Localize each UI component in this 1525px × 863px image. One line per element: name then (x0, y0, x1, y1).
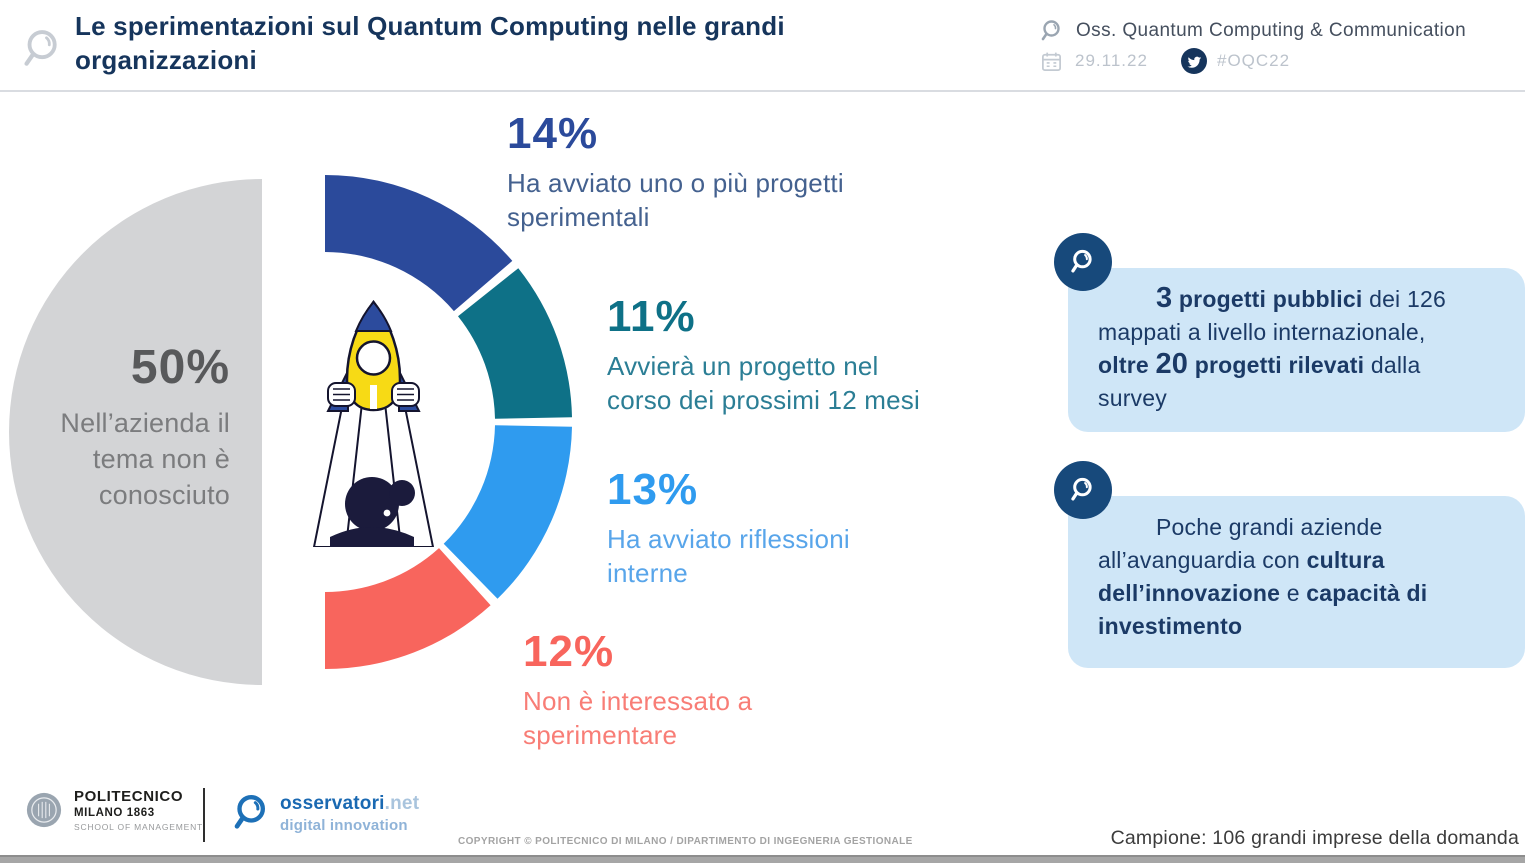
osservatori-brand: osservatori (280, 793, 385, 814)
magnifier-logo-icon (22, 28, 64, 70)
segment-pct-13: 13% (607, 465, 699, 514)
segment-pct-11: 11% (607, 292, 696, 341)
header-meta: Oss. Quantum Computing & Communication 2… (1040, 16, 1520, 76)
osservatori-brand-suffix: .net (384, 793, 420, 814)
date-hashtag-row: 29.11.22 #OQC22 (1040, 46, 1520, 76)
donut-segment-13 (443, 425, 572, 599)
hashtag-label: #OQC22 (1217, 51, 1291, 70)
magnifier-badge-icon (1054, 461, 1112, 519)
politecnico-logo: POLITECNICO MILANO 1863 SCHOOL OF MANAGE… (26, 788, 203, 832)
header-divider (0, 90, 1525, 92)
person-head (330, 477, 415, 547)
page-title: Le sperimentazioni sul Quantum Computing… (75, 11, 785, 75)
donut-segment-14 (325, 175, 513, 312)
donut-segment-12 (325, 548, 491, 669)
calendar-icon (1040, 50, 1063, 73)
callout-companies-text: Poche grandi aziende all’avanguardia con … (1098, 514, 1428, 639)
osservatori-tagline: digital innovation (280, 817, 408, 834)
rocket-illustration (312, 299, 435, 547)
osservatori-logo: osservatori.net digital innovation (232, 793, 419, 834)
segment-pct-50: 50% (130, 341, 230, 394)
bottom-bar (0, 855, 1525, 863)
segment-desc-14: Ha avviato uno o più progetti sperimenta… (507, 168, 844, 232)
politecnico-line2: MILANO 1863 (74, 807, 155, 819)
date-label: 29.11.22 (1075, 51, 1148, 70)
osservatori-wordmark: osservatori.net digital innovation (280, 793, 419, 834)
segment-label-11: 11% Avvierà un progetto nel corso dei pr… (607, 295, 920, 417)
politecnico-line1: POLITECNICO (74, 788, 184, 805)
segment-label-12: 12% Non è interessato a sperimentare (523, 630, 752, 752)
donut-segment-11 (458, 268, 572, 419)
callout-companies: Poche grandi aziende all’avanguardia con … (1054, 461, 1525, 668)
segment-label-50: 50% Nell’azienda il tema non è conosciut… (8, 340, 230, 513)
segment-desc-13: Ha avviato riflessioni interne (607, 524, 850, 588)
callout-projects: 3 progetti pubblici dei 126 mappati a liv… (1054, 233, 1525, 432)
osservatori-magnifier-icon (232, 793, 272, 833)
observatory-name: Oss. Quantum Computing & Communication (1076, 20, 1467, 41)
segment-label-14: 14% Ha avviato uno o più progetti sperim… (507, 112, 844, 234)
segment-desc-50: Nell’azienda il tema non è conosciuto (60, 408, 230, 510)
twitter-icon (1181, 48, 1207, 74)
sample-note: Campione: 106 grandi imprese della doman… (1110, 827, 1519, 849)
segment-desc-11: Avvierà un progetto nel corso dei prossi… (607, 351, 920, 415)
header: Le sperimentazioni sul Quantum Computing… (0, 0, 1525, 92)
magnifier-badge-icon (1054, 233, 1112, 291)
segment-label-13: 13% Ha avviato riflessioni interne (607, 468, 850, 590)
copyright-text: COPYRIGHT © POLITECNICO DI MILANO / DIPA… (458, 836, 913, 847)
hands (327, 382, 420, 407)
footer-divider (203, 788, 205, 842)
politecnico-wordmark: POLITECNICO MILANO 1863 SCHOOL OF MANAGE… (74, 788, 203, 832)
callout-projects-text: 3 progetti pubblici dei 126 mappati a liv… (1098, 282, 1446, 412)
segment-pct-14: 14% (507, 109, 599, 158)
politecnico-seal-icon (26, 792, 62, 828)
segment-pct-12: 12% (523, 627, 615, 676)
politecnico-line3: SCHOOL OF MANAGEMENT (74, 822, 204, 832)
segment-desc-12: Non è interessato a sperimentare (523, 686, 753, 750)
magnifier-small-icon (1040, 19, 1064, 43)
observatory-row: Oss. Quantum Computing & Communication (1040, 16, 1520, 46)
